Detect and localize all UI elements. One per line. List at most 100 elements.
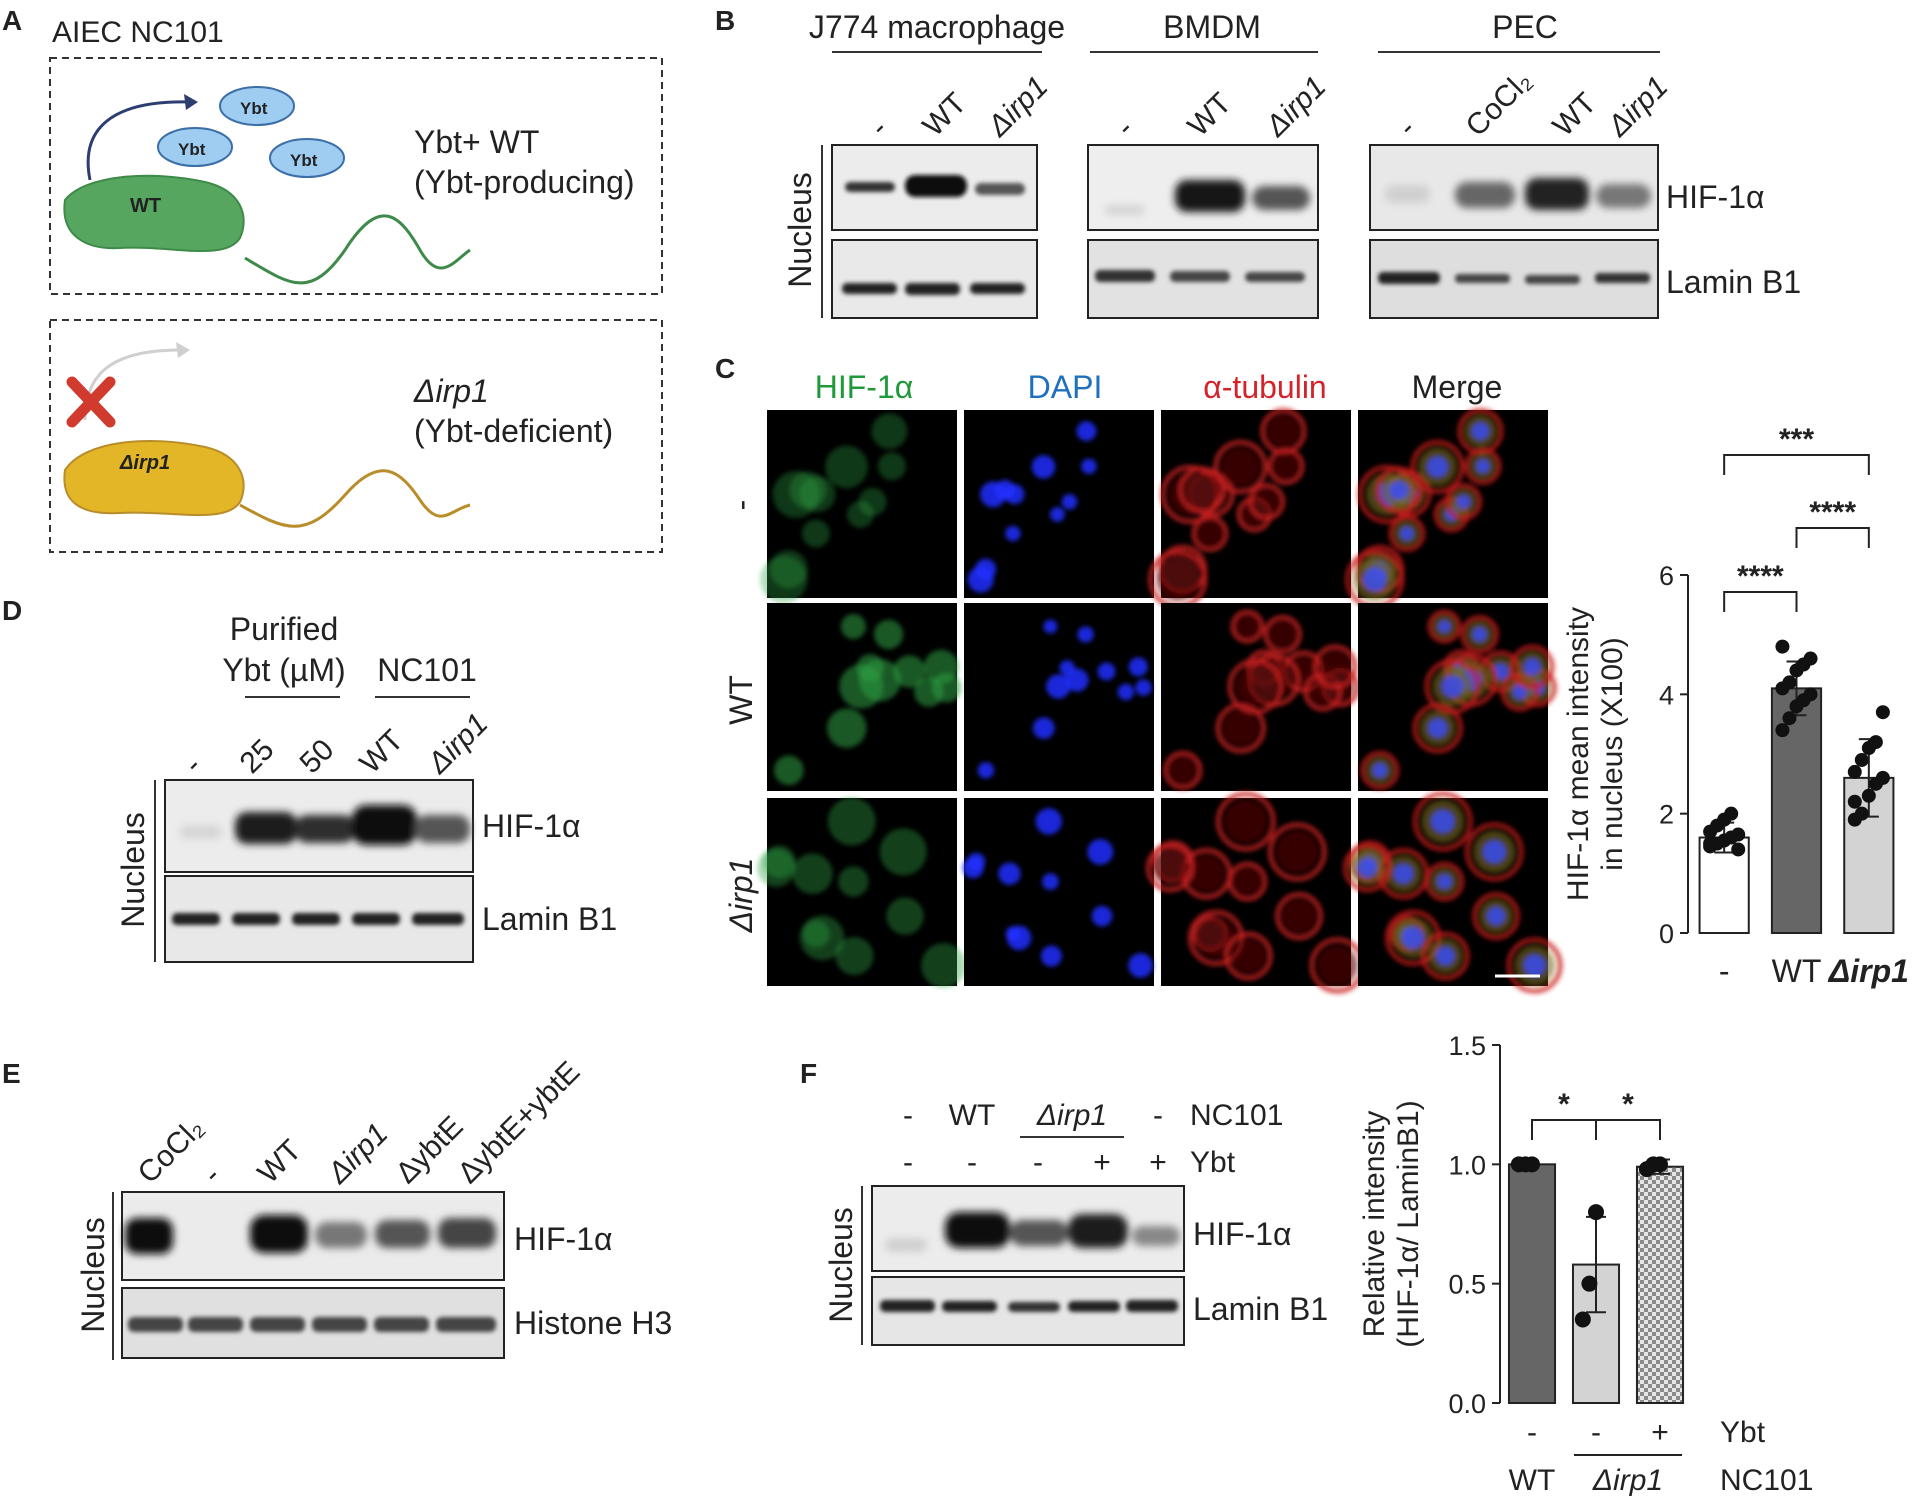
blocked-arrowhead (176, 342, 190, 358)
f-row2-label: + (1149, 1146, 1167, 1179)
b-band (1596, 184, 1651, 208)
e-lane-label: ΔybtE (390, 1110, 470, 1190)
panel-e: E CoCl₂ - WT Δirp1 ΔybtE ΔybtE+ybtE Nucl… (2, 1055, 672, 1360)
ybt-label-3: Ybt (290, 151, 318, 170)
data-point (1854, 752, 1869, 767)
d-band (295, 815, 355, 843)
cell-cluster (1342, 791, 1563, 994)
d-lane-label: WT (354, 724, 410, 780)
wt-bacterium-label: WT (130, 195, 161, 217)
cross-icon (66, 376, 116, 428)
d-band (415, 815, 470, 843)
b-lane-label: - (1110, 113, 1140, 143)
data-point (1574, 1311, 1591, 1328)
e-band (250, 1215, 308, 1253)
panel-a: A AIEC NC101 WT Ybt Ybt Ybt Ybt+ WT (Ybt… (2, 5, 663, 553)
e-protein-hif: HIF-1α (514, 1221, 613, 1257)
ybt-row-title: Ybt (1720, 1416, 1766, 1449)
y-tick-label: 4 (1659, 680, 1674, 710)
f-band (1068, 1214, 1128, 1248)
wt-box (49, 57, 663, 295)
wt-description-line2: (Ybt-producing) (414, 164, 635, 200)
e-lane-label: CoCl₂ (132, 1111, 211, 1190)
b-band (1378, 272, 1440, 284)
f-band (1126, 1300, 1178, 1312)
d-band (172, 913, 220, 925)
e-protein-histone: Histone H3 (514, 1305, 672, 1341)
cell-cluster (760, 413, 908, 604)
x-tick-label: WT (1772, 953, 1822, 989)
f-row1-label: WT (949, 1099, 996, 1132)
mutant-description-line1: Δirp1 (413, 373, 489, 409)
e-lane-label: - (197, 1160, 227, 1190)
d-nucleus-label: Nucleus (115, 812, 151, 928)
f-band (1010, 1220, 1068, 1246)
data-point (1724, 806, 1739, 821)
d-lane-label: Δirp1 (421, 707, 495, 781)
b-band (845, 182, 895, 192)
chart-f: 0.0 0.5 1.0 1.5 Relative intensity (HIF-1α/ L… (1358, 1031, 1813, 1497)
panel-a-title: AIEC NC101 (52, 16, 224, 49)
ybt-molecule-3 (269, 138, 345, 178)
e-lane-label: WT (252, 1134, 308, 1190)
d-band (412, 913, 464, 925)
b-nucleus-label: Nucleus (782, 172, 818, 288)
y-tick-label: 0 (1659, 919, 1674, 949)
b-band (1455, 182, 1515, 208)
y-tick-label: 2 (1659, 800, 1674, 830)
b-lane-label: WT (1182, 87, 1238, 143)
b-lane-label: Δirp1 (1259, 70, 1333, 144)
chart-c: 0 2 4 6 HIF-1α mean intensity in nucleus (X10… (1562, 423, 1909, 989)
b-band (1175, 180, 1245, 212)
micrograph-tile (757, 797, 966, 988)
wt-bacterium (63, 174, 245, 253)
cell-cluster (1163, 609, 1361, 790)
f-row1-title: NC101 (1190, 1099, 1283, 1132)
significance-label: **** (1809, 496, 1856, 529)
panel-letter-d: D (2, 595, 22, 626)
e-band (375, 1220, 430, 1248)
data-point (1875, 770, 1890, 785)
secretion-arrowhead (184, 94, 198, 110)
y-tick-label: 0.0 (1448, 1389, 1486, 1419)
cell-cluster (967, 421, 1097, 593)
b-band (1385, 185, 1430, 203)
e-band (315, 1222, 367, 1248)
y-axis-label: in nucleus (X100) (1596, 637, 1629, 870)
f-band (945, 1212, 1010, 1248)
wt-description-line1: Ybt+ WT (414, 124, 539, 160)
b-band (1525, 275, 1580, 284)
e-band (128, 1317, 183, 1332)
f-band (880, 1300, 935, 1312)
ybt-row-label: - (1527, 1416, 1537, 1449)
b-lane-label: Δirp1 (1601, 70, 1675, 144)
secretion-arrow (86, 100, 191, 181)
ybt-molecule-1 (219, 86, 295, 126)
c-row-label: Δirp1 (723, 858, 759, 934)
micrograph-tile (1358, 603, 1558, 791)
ybt-label-2: Ybt (178, 140, 206, 159)
panel-letter-b: B (715, 5, 735, 36)
f-band (1068, 1301, 1120, 1312)
micrograph-tile (1345, 407, 1548, 610)
y-axis-label: HIF-1α mean intensity (1562, 607, 1595, 901)
wt-flagellum (244, 214, 471, 285)
panel-c: C HIF-1α DAPI α-tubulin Merge - WT Δirp1… (715, 353, 1909, 994)
data-point (1782, 675, 1797, 690)
b-protein-hif: HIF-1α (1666, 179, 1765, 215)
significance-bracket (1595, 1119, 1661, 1140)
e-lane-label: ΔybtE+ybtE (452, 1055, 587, 1190)
f-protein-hif: HIF-1α (1193, 1216, 1292, 1252)
b-band (1095, 270, 1155, 282)
micrograph-tile (964, 603, 1154, 791)
b-band (1595, 273, 1650, 283)
f-band (1008, 1302, 1060, 1312)
mutant-bacterium (63, 439, 245, 517)
micrograph-tile (760, 410, 957, 604)
b-band (1455, 274, 1510, 283)
ybt-row-label: + (1651, 1416, 1669, 1449)
significance-bracket (1723, 591, 1798, 612)
data-point (1868, 735, 1883, 750)
significance-bracket (1723, 454, 1870, 475)
